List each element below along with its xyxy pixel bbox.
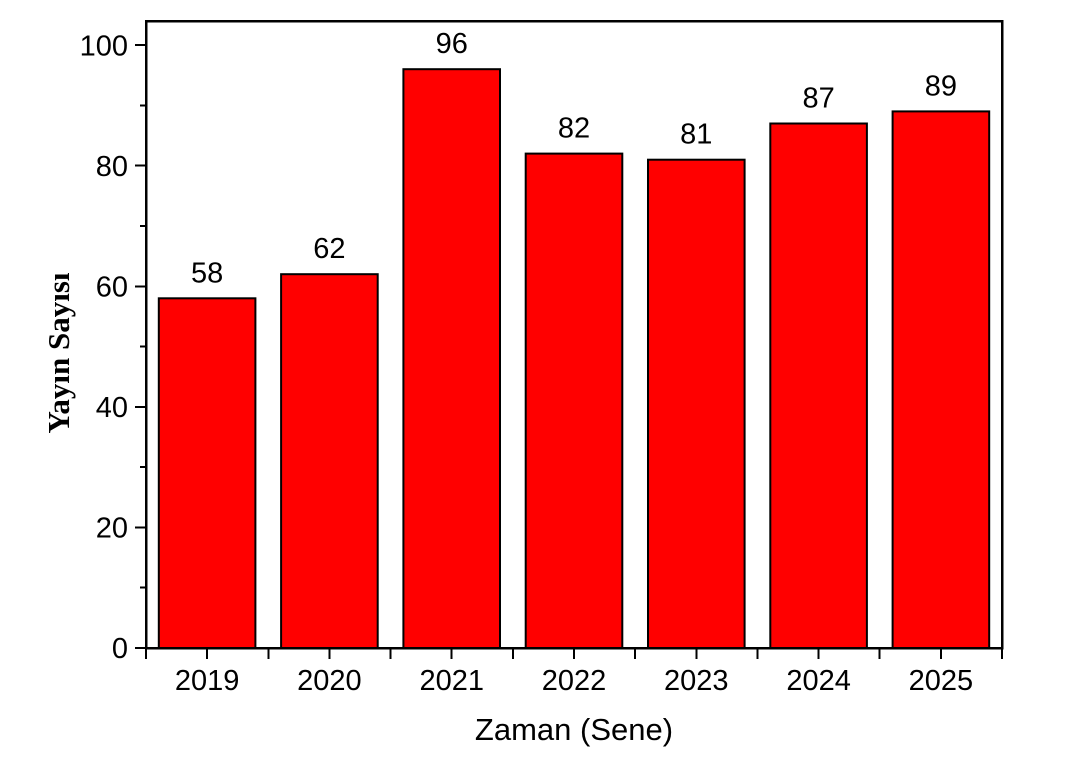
x-tick-label-2025: 2025	[909, 665, 974, 697]
y-tick-label-40: 40	[96, 392, 128, 424]
bar-value-label-2025: 89	[925, 70, 957, 102]
plot-frame	[144, 19, 1004, 650]
x-tick-label-2019: 2019	[175, 665, 240, 697]
y-tick-label-60: 60	[96, 271, 128, 303]
y-tick-label-100: 100	[80, 30, 128, 62]
x-tick-label-2023: 2023	[664, 665, 729, 697]
bar-2023	[647, 158, 746, 649]
bar-2019	[157, 297, 257, 649]
bar-2024	[769, 122, 868, 649]
bar-2022	[524, 152, 624, 649]
bar-2020	[280, 273, 379, 649]
x-tick-label-2022: 2022	[542, 665, 607, 697]
y-tick-label-20: 20	[96, 513, 128, 545]
bar-value-label-2021: 96	[436, 28, 468, 60]
y-axis-title: Yayın Sayısı	[41, 272, 76, 434]
bar-value-label-2022: 82	[558, 113, 590, 145]
x-tick-label-2024: 2024	[786, 665, 851, 697]
bar-value-label-2019: 58	[191, 257, 223, 289]
x-tick-label-2021: 2021	[419, 665, 484, 697]
bar-2021	[402, 68, 501, 649]
bar-2025	[891, 110, 991, 649]
bar-value-label-2024: 87	[802, 83, 834, 115]
x-tick-label-2020: 2020	[297, 665, 362, 697]
y-tick-label-0: 0	[112, 633, 128, 665]
bar-value-label-2020: 62	[313, 233, 345, 265]
y-tick-label-80: 80	[96, 151, 128, 183]
x-axis-title: Zaman (Sene)	[474, 712, 674, 747]
bar-value-label-2023: 81	[680, 119, 712, 151]
